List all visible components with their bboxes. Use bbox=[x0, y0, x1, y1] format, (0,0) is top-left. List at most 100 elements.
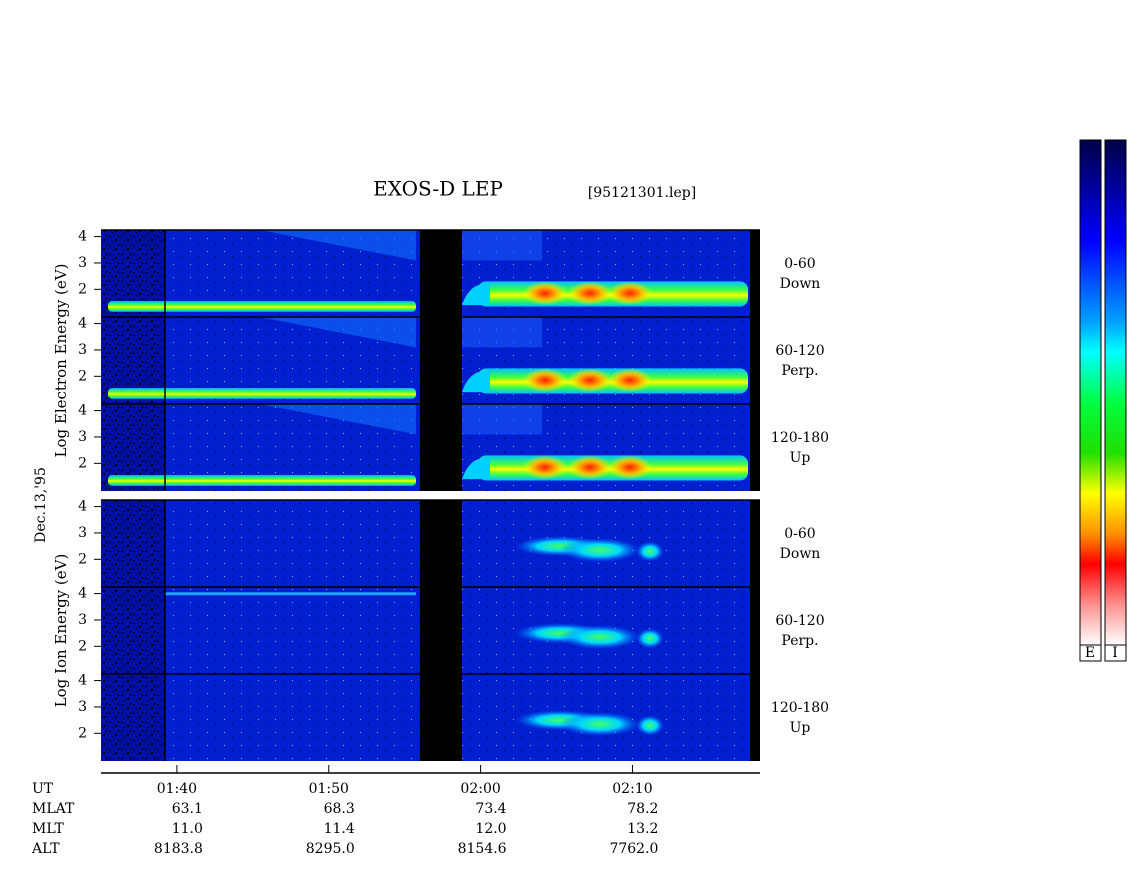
data-gap bbox=[750, 404, 760, 491]
y-tick-label: 3 bbox=[78, 255, 87, 271]
panel-dark-noise bbox=[101, 587, 165, 674]
y-tick-label: 2 bbox=[78, 281, 87, 297]
spectrogram-panel bbox=[101, 316, 760, 404]
panel-dark-noise bbox=[101, 674, 165, 761]
footer-row-label: MLT bbox=[32, 821, 64, 837]
data-gap bbox=[420, 587, 462, 674]
x-tick-label: 01:40 bbox=[157, 781, 197, 797]
colorbar-e bbox=[1079, 139, 1102, 646]
panel-direction: Down bbox=[780, 276, 821, 292]
colorbar-label: I bbox=[1112, 645, 1118, 661]
high-energy-fade bbox=[260, 404, 416, 435]
y-tick-label: 3 bbox=[78, 612, 87, 628]
hot-spot bbox=[523, 455, 567, 480]
high-energy-fade bbox=[260, 230, 416, 261]
footer-value: 63.1 bbox=[172, 801, 203, 817]
panel-angle: 120-180 bbox=[771, 700, 829, 716]
panel-direction: Up bbox=[790, 720, 811, 736]
data-gap bbox=[420, 674, 462, 761]
footer-value: 8183.8 bbox=[154, 841, 203, 857]
footer-value: 68.3 bbox=[324, 801, 355, 817]
spectrogram-panel bbox=[101, 229, 760, 317]
footer-value: 11.4 bbox=[324, 821, 355, 837]
footer-value: 73.4 bbox=[475, 801, 506, 817]
data-gap bbox=[750, 500, 760, 587]
low-energy-band bbox=[108, 388, 416, 399]
y-tick-label: 3 bbox=[78, 342, 87, 358]
y-axis-label: Log Ion Energy (eV) bbox=[52, 554, 70, 708]
hot-spot bbox=[568, 455, 612, 480]
data-gap bbox=[420, 317, 462, 404]
panel-direction: Perp. bbox=[781, 363, 818, 379]
hot-spot bbox=[568, 368, 612, 393]
data-gap bbox=[750, 674, 760, 761]
y-tick-label: 3 bbox=[78, 525, 87, 541]
y-tick-label: 4 bbox=[78, 403, 87, 419]
file-label: [95121301.lep] bbox=[588, 185, 696, 201]
footer-value: 12.0 bbox=[475, 821, 506, 837]
chart-title: EXOS-D LEP bbox=[373, 177, 503, 201]
y-axis-label: Log Electron Energy (eV) bbox=[52, 264, 70, 458]
panel-angle: 0-60 bbox=[784, 526, 815, 542]
data-gap bbox=[750, 587, 760, 674]
y-tick-label: 2 bbox=[78, 725, 87, 741]
spectrogram-panel bbox=[101, 586, 760, 674]
panel-angle: 120-180 bbox=[771, 430, 829, 446]
y-tick-label: 3 bbox=[78, 699, 87, 715]
y-tick-label: 4 bbox=[78, 499, 87, 515]
hot-spot bbox=[608, 455, 652, 480]
spectrogram-panel bbox=[101, 499, 760, 587]
low-energy-band bbox=[108, 301, 416, 312]
footer-row-label: UT bbox=[32, 781, 54, 797]
high-energy-fade bbox=[260, 317, 416, 348]
ion-blob bbox=[636, 628, 664, 649]
y-tick-label: 2 bbox=[78, 455, 87, 471]
upper-fade bbox=[462, 317, 542, 348]
y-tick-label: 4 bbox=[78, 586, 87, 602]
hot-spot bbox=[523, 281, 567, 306]
upper-fade bbox=[462, 404, 542, 435]
ion-blob bbox=[560, 538, 640, 563]
y-tick-label: 2 bbox=[78, 551, 87, 567]
data-gap bbox=[750, 317, 760, 404]
ion-upper-line bbox=[165, 592, 416, 596]
right-onset bbox=[462, 370, 490, 393]
date-label: Dec.13,'95 bbox=[33, 467, 49, 543]
y-tick-label: 3 bbox=[78, 429, 87, 445]
colorbar-label: E bbox=[1085, 645, 1095, 661]
upper-fade bbox=[462, 230, 542, 261]
footer-value: 11.0 bbox=[172, 821, 203, 837]
hot-spot bbox=[608, 281, 652, 306]
panel-direction: Down bbox=[780, 546, 821, 562]
colorbars: E I bbox=[1079, 139, 1127, 662]
low-energy-band bbox=[108, 475, 416, 486]
y-tick-label: 2 bbox=[78, 638, 87, 654]
panel-angle: 60-120 bbox=[775, 343, 824, 359]
hot-spot bbox=[568, 281, 612, 306]
colorbar-box bbox=[1104, 644, 1127, 662]
panel-angle: 0-60 bbox=[784, 256, 815, 272]
ion-blob bbox=[636, 541, 664, 562]
hot-spot bbox=[523, 368, 567, 393]
panel-angle: 60-120 bbox=[775, 613, 824, 629]
colorbar-i bbox=[1104, 139, 1127, 646]
ion-blob bbox=[636, 715, 664, 736]
y-tick-label: 4 bbox=[78, 673, 87, 689]
y-tick-label: 4 bbox=[78, 229, 87, 245]
footer-value: 8295.0 bbox=[306, 841, 355, 857]
ion-blob bbox=[560, 625, 640, 650]
right-onset bbox=[462, 283, 490, 306]
hot-spot bbox=[608, 368, 652, 393]
footer-row-label: ALT bbox=[31, 841, 60, 857]
footer-value: 78.2 bbox=[627, 801, 658, 817]
x-tick-label: 02:00 bbox=[460, 781, 500, 797]
data-gap bbox=[420, 500, 462, 587]
footer-value: 7762.0 bbox=[609, 841, 658, 857]
y-tick-label: 4 bbox=[78, 316, 87, 332]
panel-direction: Perp. bbox=[781, 633, 818, 649]
data-gap bbox=[750, 230, 760, 317]
data-gap bbox=[420, 404, 462, 491]
y-tick-label: 2 bbox=[78, 368, 87, 384]
spectrogram-panel bbox=[101, 673, 760, 761]
